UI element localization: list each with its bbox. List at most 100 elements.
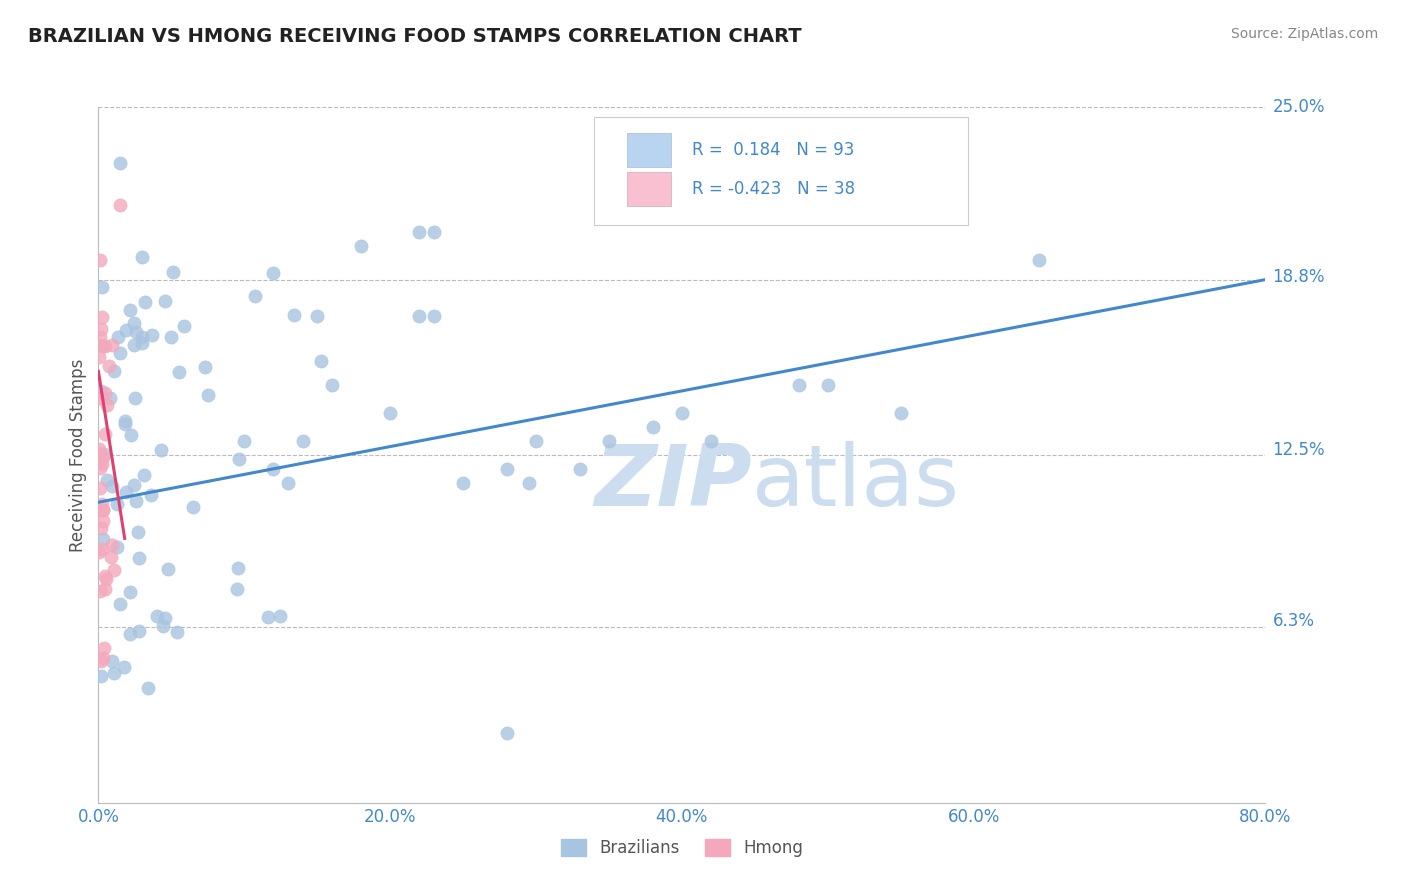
Point bbox=[496, 726, 519, 740]
Text: 18.8%: 18.8% bbox=[1272, 268, 1324, 286]
Point bbox=[94, 572, 117, 586]
Point bbox=[120, 428, 142, 442]
Point bbox=[118, 627, 141, 641]
Point bbox=[103, 563, 125, 577]
Point bbox=[90, 654, 112, 668]
Point bbox=[89, 350, 111, 364]
Point bbox=[128, 624, 150, 638]
Point bbox=[291, 434, 314, 448]
Point bbox=[96, 398, 118, 412]
Point bbox=[125, 494, 148, 508]
Point bbox=[228, 451, 250, 466]
Point bbox=[700, 434, 723, 448]
Point bbox=[671, 406, 693, 420]
Point bbox=[256, 609, 278, 624]
Point bbox=[321, 378, 343, 392]
Point bbox=[91, 503, 114, 517]
Point bbox=[107, 330, 129, 344]
Point bbox=[103, 666, 125, 681]
Point bbox=[496, 462, 519, 476]
Text: 25.0%: 25.0% bbox=[1272, 98, 1324, 116]
Point bbox=[91, 514, 114, 528]
Point bbox=[152, 619, 174, 633]
Point bbox=[98, 359, 121, 373]
Legend: Brazilians, Hmong: Brazilians, Hmong bbox=[554, 832, 810, 864]
Point bbox=[103, 364, 125, 378]
Point bbox=[101, 654, 124, 668]
Point bbox=[100, 549, 122, 564]
Point bbox=[233, 434, 256, 448]
Point bbox=[89, 481, 111, 495]
Point bbox=[118, 302, 141, 317]
Point bbox=[90, 279, 112, 293]
Point bbox=[120, 584, 142, 599]
Point bbox=[94, 339, 117, 353]
Point bbox=[131, 250, 153, 264]
Point bbox=[277, 475, 299, 490]
Point bbox=[451, 475, 474, 490]
Point bbox=[87, 446, 110, 460]
Point bbox=[90, 322, 112, 336]
Point bbox=[112, 659, 135, 673]
Point bbox=[114, 414, 136, 428]
Point bbox=[98, 391, 121, 405]
Point bbox=[243, 289, 266, 303]
Point bbox=[89, 330, 111, 344]
Point bbox=[153, 611, 176, 625]
Text: Source: ZipAtlas.com: Source: ZipAtlas.com bbox=[1230, 27, 1378, 41]
Point bbox=[517, 475, 540, 490]
Point bbox=[890, 406, 912, 420]
Point bbox=[262, 462, 284, 476]
Point bbox=[90, 542, 112, 557]
Point bbox=[641, 420, 664, 434]
Point bbox=[90, 497, 112, 511]
Point bbox=[350, 239, 373, 253]
Point bbox=[197, 388, 219, 402]
Point bbox=[228, 561, 250, 575]
Text: 6.3%: 6.3% bbox=[1272, 612, 1315, 630]
Point bbox=[146, 609, 169, 624]
Point bbox=[1028, 253, 1050, 268]
Point bbox=[134, 294, 156, 309]
Point bbox=[124, 391, 146, 405]
Point bbox=[91, 450, 114, 464]
Point bbox=[108, 597, 131, 611]
Point bbox=[173, 318, 195, 333]
Point bbox=[269, 609, 291, 624]
Point bbox=[122, 478, 145, 492]
Point bbox=[94, 427, 117, 442]
Point bbox=[91, 503, 114, 517]
Point bbox=[110, 155, 132, 169]
Point bbox=[408, 309, 430, 323]
Point bbox=[122, 338, 145, 352]
Point bbox=[90, 669, 112, 683]
Point bbox=[87, 442, 110, 457]
Point bbox=[139, 488, 162, 502]
Point bbox=[93, 385, 115, 400]
Point bbox=[96, 473, 118, 487]
Point bbox=[524, 434, 547, 448]
Point bbox=[194, 360, 217, 375]
Point bbox=[307, 309, 329, 323]
Y-axis label: Receiving Food Stamps: Receiving Food Stamps bbox=[69, 359, 87, 551]
Point bbox=[124, 316, 146, 330]
Point bbox=[93, 640, 115, 655]
Point bbox=[94, 569, 117, 583]
Point bbox=[817, 378, 839, 392]
Point bbox=[114, 322, 136, 336]
Text: R =  0.184   N = 93: R = 0.184 N = 93 bbox=[692, 141, 855, 159]
Point bbox=[309, 354, 332, 368]
Point bbox=[101, 479, 124, 493]
Point bbox=[132, 468, 155, 483]
Point bbox=[89, 455, 111, 469]
Point bbox=[155, 294, 177, 309]
Point bbox=[568, 462, 591, 476]
Point bbox=[90, 521, 112, 535]
Text: 12.5%: 12.5% bbox=[1272, 442, 1324, 459]
Point bbox=[93, 582, 115, 596]
Point bbox=[423, 309, 446, 323]
Point bbox=[598, 434, 620, 448]
Point bbox=[131, 336, 153, 351]
Point bbox=[115, 484, 138, 499]
Point bbox=[283, 308, 305, 322]
